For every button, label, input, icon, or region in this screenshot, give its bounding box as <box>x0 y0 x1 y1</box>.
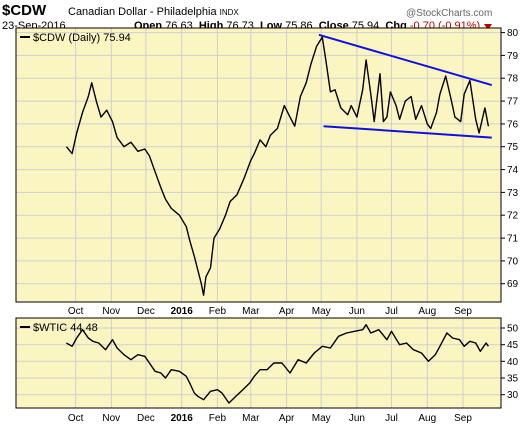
wtic-plot-border <box>15 317 502 409</box>
cdw-y-tick-label: 74 <box>507 165 519 176</box>
cdw-y-tick-label: 73 <box>507 188 519 199</box>
wtic-x-tick-label: Jul <box>385 413 398 424</box>
cdw-x-tick-label: Dec <box>137 306 155 317</box>
cdw-x-tick-label: 2016 <box>171 306 194 317</box>
wtic-x-tick-label: Jun <box>349 413 365 424</box>
wtic-y-tick-label: 45 <box>507 340 519 351</box>
wtic-legend: $WTIC 44.48 <box>33 322 98 334</box>
cdw-x-tick-label: May <box>312 306 331 317</box>
cdw-series-line <box>65 36 490 296</box>
wtic-plot-area <box>16 318 501 408</box>
cdw-y-tick-label: 78 <box>507 74 519 85</box>
down-arrow-icon <box>484 24 492 30</box>
cdw-y-tick-label: 76 <box>507 119 519 130</box>
cdw-y-tick-label: 75 <box>507 142 519 153</box>
exchange-label: INDX <box>219 8 239 17</box>
cdw-y-tick-label: 79 <box>507 51 519 62</box>
wtic-series-line <box>66 324 489 404</box>
cdw-plot-area <box>16 28 501 302</box>
wtic-y-tick-label: 30 <box>507 390 519 401</box>
cdw-y-tick-label: 70 <box>507 256 519 267</box>
wtic-x-tick-label: May <box>312 413 331 424</box>
cdw-y-tick-label: 77 <box>507 97 519 108</box>
cdw-y-tick-label: 69 <box>507 279 519 290</box>
wtic-y-tick-label: 35 <box>507 374 519 385</box>
cdw-y-tick-label: 72 <box>507 211 519 222</box>
cdw-trendline-lower <box>323 125 492 139</box>
wtic-x-tick-label: Feb <box>209 413 227 424</box>
wtic-y-tick-label: 50 <box>507 324 519 335</box>
wtic-x-tick-label: Nov <box>102 413 120 424</box>
watermark: @StockCharts.com <box>406 8 493 19</box>
cdw-x-tick-label: Apr <box>279 306 295 317</box>
cdw-x-tick-label: Aug <box>418 306 436 317</box>
wtic-x-tick-label: Apr <box>279 413 295 424</box>
wtic-x-tick-label: Sep <box>454 413 472 424</box>
wtic-y-tick-label: 40 <box>507 357 519 368</box>
wtic-x-tick-label: Mar <box>242 413 260 424</box>
cdw-x-tick-label: Jul <box>385 306 398 317</box>
cdw-x-tick-label: Nov <box>102 306 120 317</box>
cdw-x-tick-label: Mar <box>242 306 260 317</box>
cdw-legend: $CDW (Daily) 75.94 <box>33 32 131 44</box>
symbol-title: $CDW <box>2 2 47 19</box>
wtic-x-tick-label: Dec <box>137 413 155 424</box>
cdw-plot-border <box>15 27 502 303</box>
cdw-trendline-upper <box>318 33 493 87</box>
cdw-x-tick-label: Feb <box>209 306 227 317</box>
cdw-y-tick-label: 71 <box>507 234 519 245</box>
instrument-name: Canadian Dollar - Philadelphia INDX <box>68 6 239 18</box>
cdw-x-tick-label: Sep <box>454 306 472 317</box>
instrument-name-text: Canadian Dollar - Philadelphia <box>68 6 217 18</box>
wtic-x-tick-label: Oct <box>68 413 84 424</box>
wtic-x-tick-label: 2016 <box>171 413 194 424</box>
wtic-x-tick-label: Aug <box>418 413 436 424</box>
cdw-x-tick-label: Oct <box>68 306 84 317</box>
cdw-x-tick-label: Jun <box>349 306 365 317</box>
cdw-y-tick-label: 80 <box>507 28 519 39</box>
